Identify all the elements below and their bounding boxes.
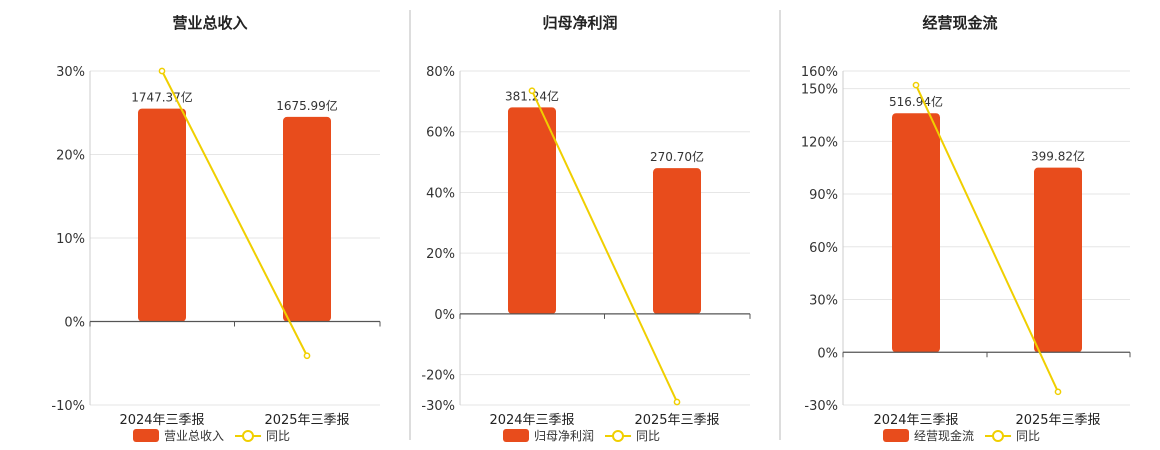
bar-value-label: 516.94亿 bbox=[889, 94, 943, 109]
legend-line-marker bbox=[612, 430, 624, 442]
bar bbox=[283, 116, 331, 322]
yoy-line bbox=[161, 70, 308, 357]
y-tick-label: -20% bbox=[421, 369, 455, 384]
bar-value-label: 1747.37亿 bbox=[131, 90, 193, 105]
legend-line-label: 同比 bbox=[636, 429, 660, 443]
y-tick-label: 80% bbox=[426, 65, 455, 80]
bar-value-label: 399.82亿 bbox=[1031, 149, 1085, 164]
y-tick-label: 150% bbox=[801, 83, 838, 98]
y-tick-label: -30% bbox=[804, 399, 838, 414]
y-tick-label: 10% bbox=[56, 232, 85, 247]
yoy-line bbox=[915, 84, 1059, 393]
bar bbox=[508, 107, 556, 314]
chart-title: 归母净利润 bbox=[542, 14, 617, 32]
bar bbox=[892, 113, 940, 353]
bar-value-label: 270.70亿 bbox=[650, 149, 704, 164]
legend-bar-swatch bbox=[503, 429, 529, 442]
legend-bar-swatch bbox=[133, 429, 159, 442]
x-tick-label: 2025年三季报 bbox=[264, 413, 349, 428]
bar-value-label: 381.24亿 bbox=[505, 88, 559, 103]
y-tick-label: 90% bbox=[809, 188, 838, 203]
legend-line-label: 同比 bbox=[266, 429, 290, 443]
y-tick-label: 120% bbox=[801, 135, 838, 150]
legend-bar-label: 经营现金流 bbox=[914, 428, 974, 443]
bar-value-label: 1675.99亿 bbox=[276, 98, 338, 113]
y-tick-label: 0% bbox=[434, 308, 455, 323]
yoy-line bbox=[531, 90, 678, 403]
chart-panel-1: 营业总收入 -10% 0% 10% 20% 30% 1747.37亿 1675.99亿 2024… bbox=[51, 14, 381, 443]
legend-line-marker bbox=[242, 430, 254, 442]
y-tick-label: 60% bbox=[809, 241, 838, 256]
chart-title: 经营现金流 bbox=[922, 14, 997, 32]
x-tick-label: 2025年三季报 bbox=[634, 413, 719, 428]
chart-title: 营业总收入 bbox=[172, 14, 247, 32]
legend-bar-label: 营业总收入 bbox=[164, 429, 224, 443]
y-tick-label: 40% bbox=[426, 186, 455, 201]
yoy-point bbox=[528, 87, 536, 95]
yoy-point bbox=[303, 352, 311, 360]
yoy-point bbox=[1054, 388, 1062, 396]
y-tick-label: -10% bbox=[51, 399, 85, 414]
legend-line-label: 同比 bbox=[1016, 429, 1040, 443]
y-tick-label: 0% bbox=[817, 346, 838, 361]
y-tick-label: 20% bbox=[426, 247, 455, 262]
yoy-point bbox=[673, 398, 681, 406]
y-tick-label: 60% bbox=[426, 126, 455, 141]
y-tick-label: 30% bbox=[809, 294, 838, 309]
legend-bar-label: 归母净利润 bbox=[534, 429, 594, 443]
bar bbox=[138, 108, 186, 322]
yoy-point bbox=[158, 67, 166, 75]
y-tick-label: 160% bbox=[801, 65, 838, 80]
y-tick-label: 30% bbox=[56, 65, 85, 80]
yoy-point bbox=[912, 81, 920, 89]
y-tick-label: 20% bbox=[56, 149, 85, 164]
chart-panel-2: 归母净利润 -30% -20% 0% 20% 40% 60% 80% 381.24亿 270.70… bbox=[421, 14, 751, 443]
x-tick-label: 2024年三季报 bbox=[119, 413, 204, 428]
legend-line-marker bbox=[992, 430, 1004, 442]
bar bbox=[1034, 167, 1082, 353]
x-tick-label: 2024年三季报 bbox=[489, 413, 574, 428]
bar bbox=[653, 168, 701, 314]
legend-bar-swatch bbox=[883, 429, 909, 442]
x-tick-label: 2025年三季报 bbox=[1015, 413, 1100, 428]
y-tick-label: -30% bbox=[421, 399, 455, 414]
chart-panel-3: 经营现金流 -30% 0% 30% 60% 90% 120% 150% 160% 516.94亿 3… bbox=[801, 14, 1131, 443]
x-tick-label: 2024年三季报 bbox=[873, 413, 958, 428]
y-tick-label: 0% bbox=[64, 316, 85, 331]
